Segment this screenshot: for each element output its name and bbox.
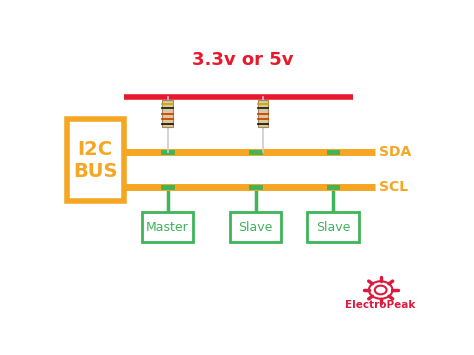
- Text: SDA: SDA: [379, 145, 411, 159]
- Text: SCL: SCL: [379, 180, 408, 195]
- Text: 3.3v or 5v: 3.3v or 5v: [192, 51, 294, 69]
- Bar: [163, 100, 173, 127]
- Text: Slave: Slave: [238, 220, 273, 234]
- Text: ElectroPeak: ElectroPeak: [346, 300, 416, 310]
- FancyBboxPatch shape: [230, 212, 282, 242]
- FancyBboxPatch shape: [66, 119, 124, 201]
- Text: Slave: Slave: [316, 220, 350, 234]
- Text: Master: Master: [146, 220, 189, 234]
- Text: I2C
BUS: I2C BUS: [73, 140, 118, 181]
- Bar: [258, 100, 268, 127]
- FancyBboxPatch shape: [307, 212, 359, 242]
- FancyBboxPatch shape: [142, 212, 193, 242]
